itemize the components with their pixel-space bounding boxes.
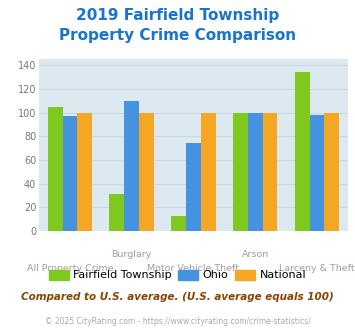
Bar <box>124 101 139 231</box>
Text: Larceny & Theft: Larceny & Theft <box>279 264 355 273</box>
Bar <box>324 113 339 231</box>
Bar <box>171 215 186 231</box>
Bar <box>77 113 92 231</box>
Text: 2019 Fairfield Township: 2019 Fairfield Township <box>76 8 279 23</box>
Text: Compared to U.S. average. (U.S. average equals 100): Compared to U.S. average. (U.S. average … <box>21 292 334 302</box>
Bar <box>233 113 248 231</box>
Text: Motor Vehicle Theft: Motor Vehicle Theft <box>147 264 240 273</box>
Bar <box>295 72 310 231</box>
Bar <box>109 194 124 231</box>
Bar <box>186 144 201 231</box>
Text: Property Crime Comparison: Property Crime Comparison <box>59 28 296 43</box>
Text: © 2025 CityRating.com - https://www.cityrating.com/crime-statistics/: © 2025 CityRating.com - https://www.city… <box>45 317 310 326</box>
Bar <box>310 115 324 231</box>
Bar <box>139 113 154 231</box>
Bar <box>48 107 62 231</box>
Text: All Property Crime: All Property Crime <box>27 264 113 273</box>
Text: Burglary: Burglary <box>111 250 152 259</box>
Bar <box>62 116 77 231</box>
Text: Arson: Arson <box>242 250 269 259</box>
Bar <box>201 113 216 231</box>
Bar <box>263 113 278 231</box>
Bar <box>248 113 263 231</box>
Legend: Fairfield Township, Ohio, National: Fairfield Township, Ohio, National <box>49 270 306 280</box>
